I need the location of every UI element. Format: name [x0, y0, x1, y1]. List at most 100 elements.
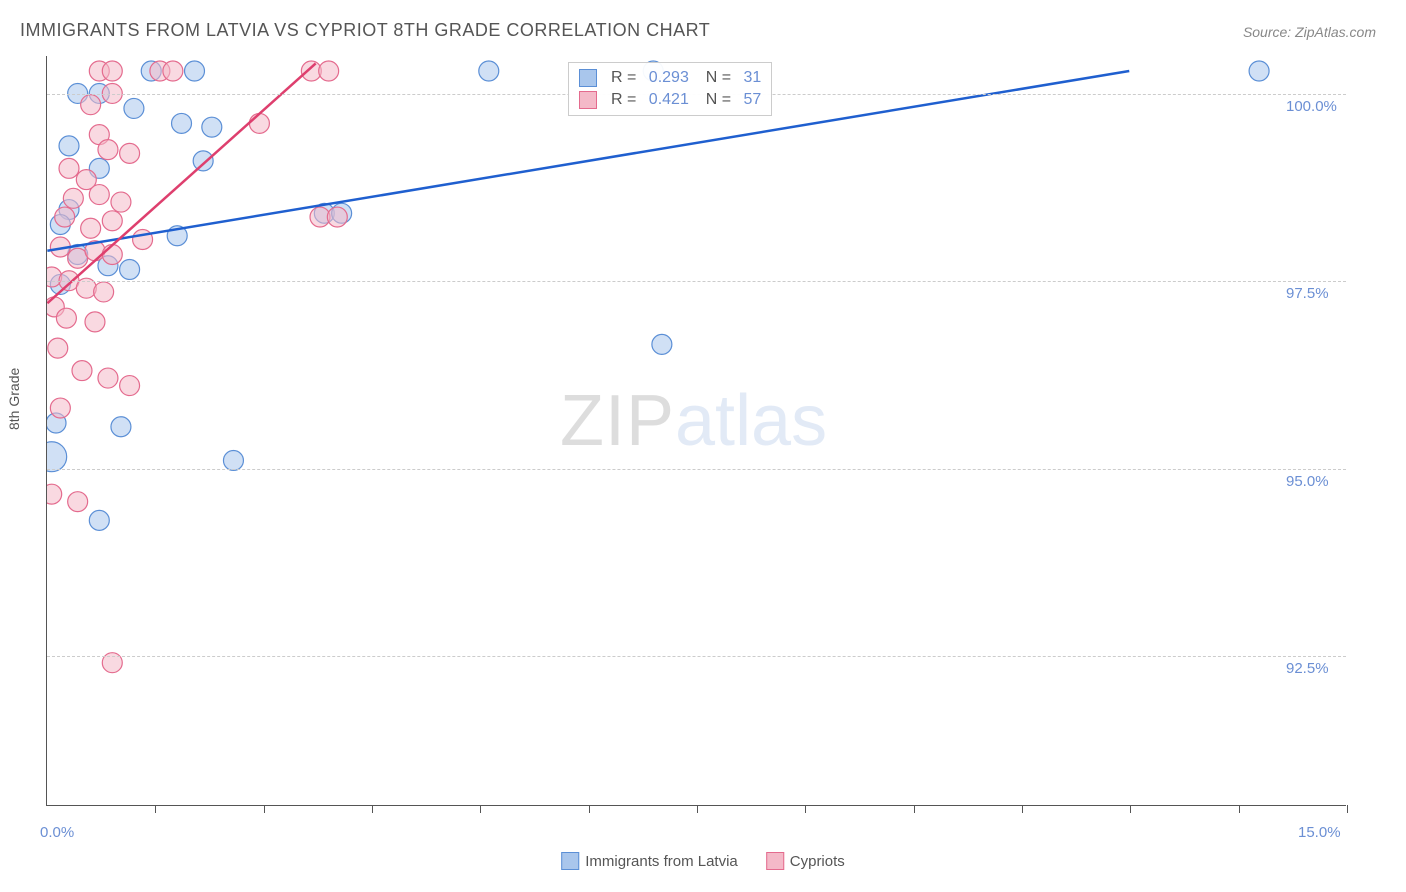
legend-label: Immigrants from Latvia [585, 853, 738, 870]
source-attribution: Source: ZipAtlas.com [1243, 24, 1376, 40]
x-tick [914, 805, 915, 813]
data-point-cypriots [133, 230, 153, 250]
x-tick [1130, 805, 1131, 813]
trend-line-cypriots [47, 63, 315, 303]
data-point-cypriots [55, 207, 75, 227]
data-point-latvia [50, 274, 70, 294]
data-point-latvia [314, 203, 334, 223]
data-point-cypriots [85, 241, 105, 261]
legend-swatch-cypriots [766, 852, 784, 870]
data-point-latvia [111, 417, 131, 437]
y-tick-label: 95.0% [1286, 473, 1329, 490]
data-point-latvia [50, 215, 70, 235]
stat-r-value: 0.421 [649, 91, 689, 109]
stat-r-label: R = [611, 91, 641, 109]
x-tick [1347, 805, 1348, 813]
data-point-cypriots [102, 61, 122, 81]
series-legend: Immigrants from Latvia Cypriots [561, 852, 845, 870]
data-point-cypriots [150, 61, 170, 81]
data-point-latvia [223, 450, 243, 470]
legend-item-latvia[interactable]: Immigrants from Latvia [561, 852, 738, 870]
data-point-cypriots [98, 368, 118, 388]
data-point-cypriots [68, 492, 88, 512]
data-point-cypriots [102, 244, 122, 264]
x-tick [264, 805, 265, 813]
data-point-cypriots [59, 158, 79, 178]
data-point-latvia [124, 98, 144, 118]
data-point-cypriots [76, 170, 96, 190]
x-tick [589, 805, 590, 813]
scatter-plot-area [46, 56, 1346, 806]
data-point-cypriots [50, 398, 70, 418]
chart-svg-layer [47, 56, 1346, 805]
stat-n-label: N = [697, 91, 736, 109]
data-point-cypriots [50, 237, 70, 257]
data-point-cypriots [68, 248, 88, 268]
y-tick-label: 100.0% [1286, 98, 1337, 115]
data-point-latvia [89, 510, 109, 530]
x-tick [155, 805, 156, 813]
x-tick [1022, 805, 1023, 813]
data-point-cypriots [48, 338, 68, 358]
x-tick [372, 805, 373, 813]
stat-r-value: 0.293 [649, 69, 689, 87]
x-tick [805, 805, 806, 813]
x-tick [480, 805, 481, 813]
data-point-latvia [59, 136, 79, 156]
data-point-latvia [141, 61, 161, 81]
stats-row-latvia: R = 0.293 N = 31 [579, 67, 761, 89]
y-tick-label: 92.5% [1286, 660, 1329, 677]
data-point-cypriots [98, 140, 118, 160]
gridline [47, 469, 1346, 470]
gridline [47, 281, 1346, 282]
x-tick [1239, 805, 1240, 813]
chart-title: IMMIGRANTS FROM LATVIA VS CYPRIOT 8TH GR… [20, 20, 710, 41]
data-point-cypriots [319, 61, 339, 81]
data-point-latvia [479, 61, 499, 81]
stat-n-value: 57 [744, 91, 762, 109]
data-point-cypriots [120, 376, 140, 396]
data-point-latvia [332, 203, 352, 223]
data-point-cypriots [94, 282, 114, 302]
data-point-cypriots [102, 211, 122, 231]
data-point-latvia [59, 200, 79, 220]
legend-item-cypriots[interactable]: Cypriots [766, 852, 845, 870]
data-point-latvia [98, 256, 118, 276]
gridline [47, 656, 1346, 657]
data-point-latvia [202, 117, 222, 137]
data-point-cypriots [72, 361, 92, 381]
x-max-label: 15.0% [1298, 824, 1341, 841]
data-point-cypriots [89, 125, 109, 145]
data-point-latvia [185, 61, 205, 81]
data-point-cypriots [85, 312, 105, 332]
data-point-cypriots [327, 207, 347, 227]
data-point-latvia [47, 442, 67, 472]
data-point-cypriots [89, 61, 109, 81]
data-point-latvia [68, 244, 88, 264]
swatch-latvia [579, 69, 597, 87]
swatch-cypriots [579, 91, 597, 109]
data-point-cypriots [111, 192, 131, 212]
data-point-latvia [167, 226, 187, 246]
x-tick [697, 805, 698, 813]
data-point-cypriots [120, 143, 140, 163]
data-point-latvia [652, 334, 672, 354]
data-point-cypriots [63, 188, 83, 208]
data-point-cypriots [47, 484, 62, 504]
data-point-latvia [193, 151, 213, 171]
stats-row-cypriots: R = 0.421 N = 57 [579, 89, 761, 111]
stat-n-value: 31 [744, 69, 762, 87]
data-point-latvia [89, 158, 109, 178]
data-point-cypriots [47, 267, 62, 287]
x-min-label: 0.0% [40, 824, 74, 841]
legend-swatch-latvia [561, 852, 579, 870]
stat-n-label: N = [697, 69, 736, 87]
data-point-latvia [120, 259, 140, 279]
data-point-latvia [172, 113, 192, 133]
data-point-cypriots [47, 297, 64, 317]
data-point-cypriots [81, 218, 101, 238]
data-point-cypriots [301, 61, 321, 81]
data-point-latvia [47, 413, 66, 433]
data-point-cypriots [163, 61, 183, 81]
y-axis-title: 8th Grade [6, 368, 22, 430]
